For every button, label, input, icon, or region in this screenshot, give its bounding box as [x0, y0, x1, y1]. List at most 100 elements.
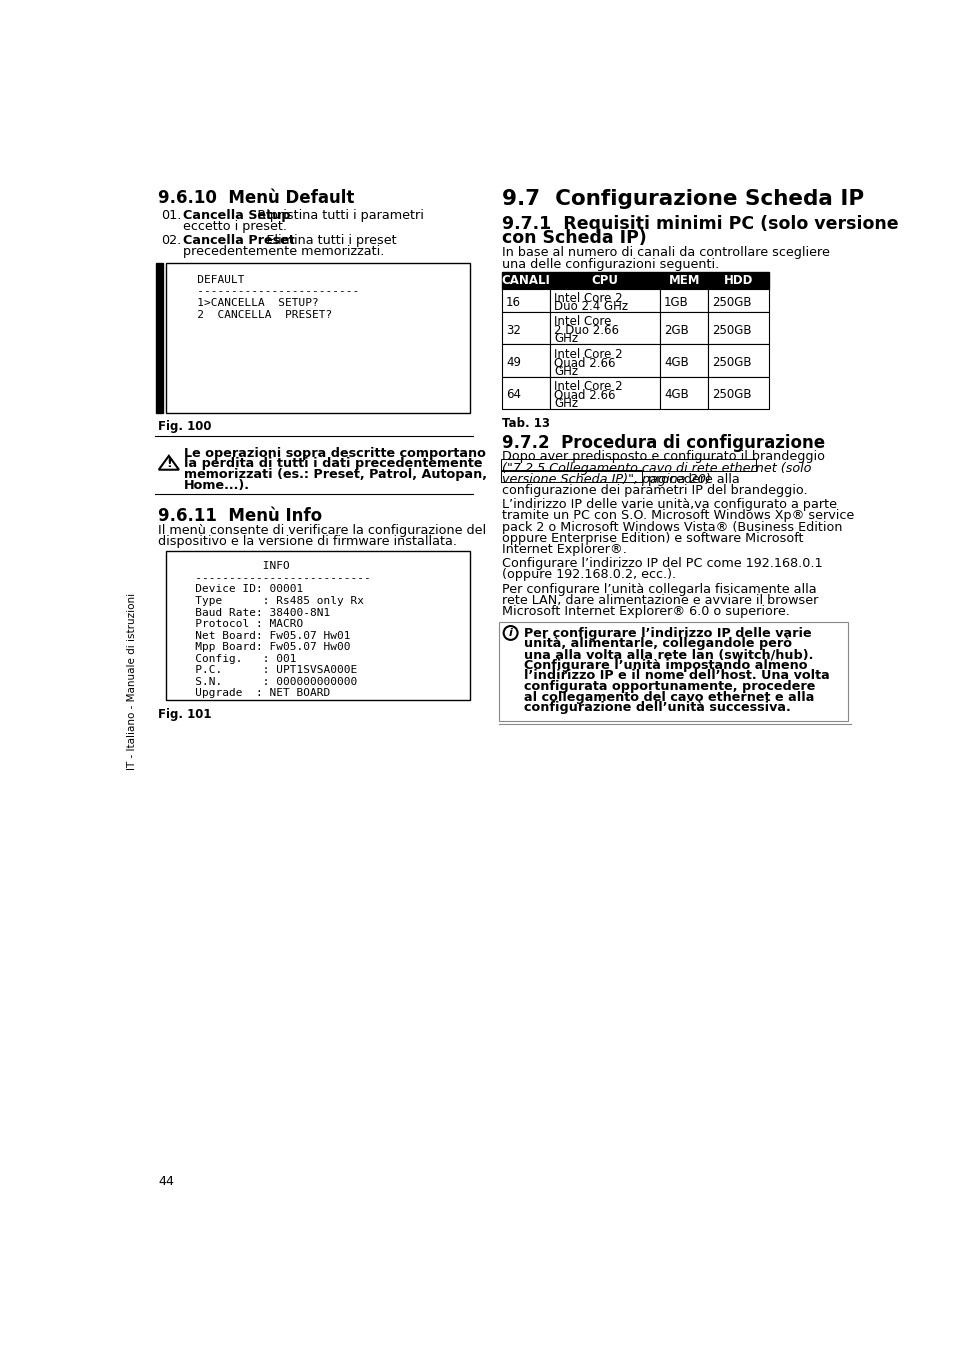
Text: Mpp Board: Fw05.07 Hw00: Mpp Board: Fw05.07 Hw00 [174, 642, 350, 653]
Text: una delle configurazioni seguenti.: una delle configurazioni seguenti. [501, 257, 719, 271]
Text: l’indirizzo IP e il nome dell’host. Una volta: l’indirizzo IP e il nome dell’host. Una … [523, 669, 829, 682]
Bar [659, 288, 707, 311]
Text: S.N.      : 000000000000: S.N. : 000000000000 [174, 677, 357, 686]
Bar [501, 344, 550, 376]
Text: CPU: CPU [591, 274, 618, 287]
Text: HDD: HDD [723, 274, 752, 287]
Text: GHz: GHz [554, 397, 578, 410]
Text: (oppure 192.168.0.2, ecc.).: (oppure 192.168.0.2, ecc.). [501, 569, 676, 581]
Text: Config.   : 001: Config. : 001 [174, 654, 296, 663]
Bar [707, 344, 768, 376]
Text: 44: 44 [158, 1175, 173, 1187]
Text: una alla volta alla rete lan (switch/hub).: una alla volta alla rete lan (switch/hub… [523, 649, 812, 661]
Text: Duo 2.4 GHz: Duo 2.4 GHz [554, 301, 627, 313]
Bar [156, 263, 163, 413]
Text: rete LAN, dare alimentazione e avviare il browser: rete LAN, dare alimentazione e avviare i… [501, 593, 818, 607]
Text: !: ! [166, 458, 172, 470]
Bar [501, 376, 550, 409]
Text: Tab. 13: Tab. 13 [501, 417, 550, 429]
Text: 4GB: 4GB [663, 389, 688, 402]
Text: Configurare l’unità impostando almeno: Configurare l’unità impostando almeno [523, 658, 806, 672]
Text: 9.6.11  Menù Info: 9.6.11 Menù Info [158, 506, 322, 524]
Text: tramite un PC con S.O. Microsoft Windows Xp® service: tramite un PC con S.O. Microsoft Windows… [501, 509, 854, 523]
Bar [501, 311, 550, 344]
Text: Le operazioni sopra descritte comportano: Le operazioni sopra descritte comportano [184, 447, 486, 459]
Text: eccetto i preset.: eccetto i preset. [183, 219, 287, 233]
Text: 2GB: 2GB [663, 324, 688, 337]
Text: : Elimina tutti i preset: : Elimina tutti i preset [257, 234, 396, 246]
Text: Configurare l’indirizzo IP del PC come 192.168.0.1: Configurare l’indirizzo IP del PC come 1… [501, 556, 821, 570]
Text: DEFAULT: DEFAULT [176, 275, 244, 284]
Text: versione Scheda IP)", pagina 20): versione Scheda IP)", pagina 20) [501, 473, 710, 486]
Text: i: i [508, 628, 512, 638]
Text: al collegamento del cavo ethernet e alla: al collegamento del cavo ethernet e alla [523, 691, 813, 704]
Text: Device ID: 00001: Device ID: 00001 [174, 585, 303, 594]
Text: 01.: 01. [161, 209, 181, 222]
Text: IT - Italiano - Manuale di istruzioni: IT - Italiano - Manuale di istruzioni [127, 593, 136, 770]
Text: 9.7.1  Requisiti minimi PC (solo versione: 9.7.1 Requisiti minimi PC (solo versione [501, 215, 898, 233]
Bar [500, 470, 641, 482]
Text: : Ripristina tutti i parametri: : Ripristina tutti i parametri [249, 209, 423, 222]
Text: 1GB: 1GB [663, 297, 688, 309]
Bar [659, 376, 707, 409]
Text: Cancella Setup: Cancella Setup [183, 209, 290, 222]
Text: 49: 49 [505, 356, 520, 370]
Text: 2 Duo 2.66: 2 Duo 2.66 [554, 324, 618, 337]
Text: Per configurare l’indirizzo IP delle varie: Per configurare l’indirizzo IP delle var… [523, 627, 811, 640]
Text: Quad 2.66: Quad 2.66 [554, 356, 615, 370]
Text: Home...).: Home...). [184, 479, 250, 492]
Text: Type      : Rs485 only Rx: Type : Rs485 only Rx [174, 596, 364, 607]
Text: Baud Rate: 38400-8N1: Baud Rate: 38400-8N1 [174, 608, 330, 617]
Bar [550, 288, 659, 311]
Text: Fig. 100: Fig. 100 [158, 421, 212, 433]
Text: Intel Core 2: Intel Core 2 [554, 292, 622, 305]
Text: MEM: MEM [668, 274, 700, 287]
Text: con Scheda IP): con Scheda IP) [501, 229, 646, 248]
Text: Internet Explorer®.: Internet Explorer®. [501, 543, 626, 556]
Text: 2  CANCELLA  PRESET?: 2 CANCELLA PRESET? [176, 310, 332, 320]
Bar [550, 344, 659, 376]
Bar [659, 311, 707, 344]
Text: 250GB: 250GB [711, 324, 751, 337]
Bar [659, 344, 707, 376]
Text: Intel Core 2: Intel Core 2 [554, 348, 622, 360]
Text: 64: 64 [505, 389, 520, 402]
Bar [500, 459, 755, 471]
Bar [707, 376, 768, 409]
Text: ("7.2.5 Collegamento cavo di rete ethernet (solo: ("7.2.5 Collegamento cavo di rete ethern… [501, 462, 811, 475]
Text: 9.7.2  Procedura di configurazione: 9.7.2 Procedura di configurazione [501, 433, 824, 451]
Text: Upgrade  : NET BOARD: Upgrade : NET BOARD [174, 688, 330, 699]
Text: Intel Core: Intel Core [554, 315, 611, 328]
Text: Microsoft Internet Explorer® 6.0 o superiore.: Microsoft Internet Explorer® 6.0 o super… [501, 605, 789, 617]
Text: 9.7  Configurazione Scheda IP: 9.7 Configurazione Scheda IP [501, 188, 863, 209]
Bar [550, 311, 659, 344]
Text: Per configurare l’unità collegarla fisicamente alla: Per configurare l’unità collegarla fisic… [501, 582, 816, 596]
Bar [707, 311, 768, 344]
Text: 4GB: 4GB [663, 356, 688, 370]
Text: 9.6.10  Menù Default: 9.6.10 Menù Default [158, 188, 354, 207]
Text: Protocol : MACRO: Protocol : MACRO [174, 619, 303, 630]
Text: configurata opportunamente, procedere: configurata opportunamente, procedere [523, 680, 814, 693]
Text: In base al numero di canali da controllare scegliere: In base al numero di canali da controlla… [501, 246, 829, 260]
Text: ------------------------: ------------------------ [176, 287, 358, 297]
Text: 250GB: 250GB [711, 356, 751, 370]
Bar [498, 623, 847, 722]
Text: Quad 2.66: Quad 2.66 [554, 389, 615, 402]
Text: CANALI: CANALI [501, 274, 550, 287]
Text: pack 2 o Microsoft Windows Vista® (Business Edition: pack 2 o Microsoft Windows Vista® (Busin… [501, 520, 841, 533]
Text: 250GB: 250GB [711, 297, 751, 309]
Text: INFO: INFO [174, 562, 290, 571]
Circle shape [503, 626, 517, 640]
Text: L’indirizzo IP delle varie unità,va configurato a parte: L’indirizzo IP delle varie unità,va conf… [501, 498, 836, 512]
Text: 16: 16 [505, 297, 520, 309]
Bar [550, 376, 659, 409]
Text: 02.: 02. [161, 234, 181, 246]
Text: --------------------------: -------------------------- [174, 573, 371, 582]
Text: precedentemente memorizzati.: precedentemente memorizzati. [183, 245, 384, 259]
Bar [166, 551, 469, 700]
Text: P.C.      : UPT1SVSA000E: P.C. : UPT1SVSA000E [174, 665, 357, 676]
Text: procedere alla: procedere alla [643, 473, 739, 486]
Text: 1>CANCELLA  SETUP?: 1>CANCELLA SETUP? [176, 298, 318, 307]
Text: la perdita di tutti i dati precedentemente: la perdita di tutti i dati precedentemen… [184, 458, 482, 470]
Text: 32: 32 [505, 324, 520, 337]
